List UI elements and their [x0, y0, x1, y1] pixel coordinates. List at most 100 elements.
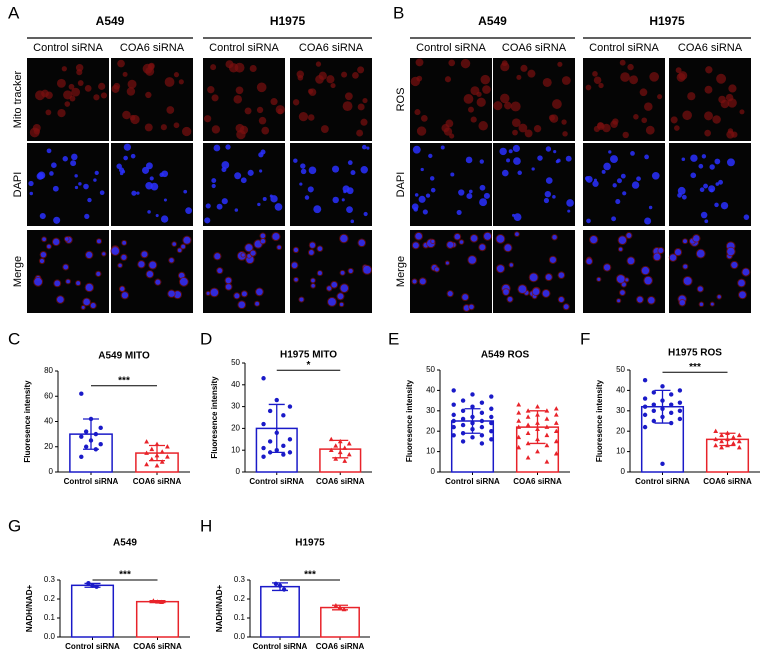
- column-label: COA6 siRNA: [120, 42, 185, 54]
- data-point: [470, 392, 475, 397]
- data-point: [553, 406, 559, 411]
- cell-nucleus: [121, 292, 129, 299]
- cell-nucleus: [718, 179, 724, 185]
- data-point: [553, 420, 559, 425]
- cell-nucleus: [683, 276, 692, 285]
- cell-nucleus: [531, 167, 535, 171]
- cell-nucleus: [440, 145, 445, 150]
- cell-nucleus: [64, 237, 69, 241]
- cell-nucleus: [610, 155, 618, 164]
- cell-nucleus: [304, 195, 310, 200]
- cell-signal: [211, 94, 219, 102]
- significance-label: ***: [304, 570, 316, 581]
- cell-nucleus: [308, 250, 314, 255]
- cell-nucleus: [479, 159, 484, 164]
- y-tick-label: 0.1: [44, 613, 56, 622]
- cell-signal: [516, 74, 522, 80]
- cell-nucleus: [83, 183, 89, 190]
- cell-signal: [100, 92, 108, 99]
- cell-signal: [633, 114, 639, 120]
- cell-nucleus: [204, 217, 211, 224]
- cell-signal: [307, 88, 314, 94]
- cell-signal: [500, 62, 510, 72]
- data-point: [535, 420, 540, 425]
- y-tick-label: 30: [231, 402, 240, 411]
- cell-signal: [504, 101, 512, 110]
- data-point: [713, 442, 719, 448]
- y-tick-label: 10: [426, 447, 435, 456]
- cell-nucleus: [502, 169, 509, 177]
- data-point: [281, 587, 287, 592]
- data-point: [83, 444, 89, 449]
- cell-nucleus: [360, 166, 368, 174]
- cell-signal: [292, 99, 300, 106]
- cell-signal: [33, 128, 40, 135]
- cell-signal: [76, 69, 83, 76]
- cell-nucleus: [726, 158, 735, 167]
- cell-signal: [270, 98, 278, 106]
- cell-nucleus: [462, 294, 469, 301]
- cell-signal: [470, 86, 480, 96]
- cell-signal: [512, 129, 518, 136]
- cell-nucleus: [496, 265, 505, 273]
- y-axis-label: NADH/NAD+: [25, 585, 34, 633]
- cell-nucleus: [717, 295, 721, 299]
- cell-nucleus: [294, 277, 298, 282]
- cell-signal: [527, 69, 536, 78]
- cell-nucleus: [260, 149, 266, 155]
- data-point: [669, 392, 674, 397]
- data-point: [642, 396, 648, 401]
- cell-signal: [130, 114, 140, 125]
- data-point: [159, 459, 165, 464]
- chart-title: H1975 ROS: [668, 348, 722, 359]
- data-point: [525, 440, 531, 446]
- data-point: [525, 455, 531, 460]
- cell-nucleus: [214, 253, 221, 260]
- cell-signal: [144, 123, 153, 132]
- data-point: [94, 584, 99, 589]
- cell-nucleus: [52, 238, 60, 246]
- data-point: [642, 378, 648, 383]
- cell-nucleus: [121, 254, 127, 260]
- data-point: [516, 444, 522, 450]
- cell-nucleus: [238, 301, 246, 309]
- cell-nucleus: [458, 189, 465, 196]
- cell-nucleus: [122, 240, 127, 245]
- cell-nucleus: [28, 180, 34, 187]
- cell-nucleus: [715, 182, 720, 186]
- cell-signal: [57, 108, 66, 118]
- cell-nucleus: [412, 242, 419, 249]
- group-header: H1975: [270, 14, 306, 28]
- cell-nucleus: [679, 299, 686, 306]
- data-point: [261, 421, 266, 427]
- y-tick-label: 0.1: [234, 613, 246, 622]
- data-point: [333, 603, 339, 608]
- cell-nucleus: [418, 195, 426, 203]
- cell-signal: [211, 125, 221, 134]
- data-point: [149, 446, 155, 452]
- cell-signal: [416, 126, 427, 136]
- cell-nucleus: [454, 233, 461, 240]
- cell-signal: [256, 82, 267, 93]
- chart-title: A549: [113, 538, 137, 549]
- y-tick-label: 0.0: [44, 632, 56, 641]
- cell-signal: [256, 106, 264, 114]
- cell-nucleus: [313, 205, 322, 214]
- cell-signal: [675, 67, 682, 74]
- data-point: [460, 422, 466, 428]
- data-point: [544, 416, 550, 421]
- cell-signal: [298, 112, 309, 122]
- cell-signal: [111, 85, 120, 93]
- cell-nucleus: [709, 188, 714, 193]
- cell-nucleus: [293, 247, 299, 253]
- cell-nucleus: [681, 194, 687, 200]
- data-point: [669, 402, 674, 407]
- cell-nucleus: [206, 291, 210, 295]
- cell-nucleus: [644, 154, 649, 160]
- cell-nucleus: [350, 219, 355, 224]
- y-tick-label: 20: [426, 426, 435, 435]
- cell-nucleus: [420, 167, 424, 172]
- cell-nucleus: [616, 275, 625, 283]
- cell-nucleus: [617, 299, 621, 303]
- cell-nucleus: [66, 279, 70, 284]
